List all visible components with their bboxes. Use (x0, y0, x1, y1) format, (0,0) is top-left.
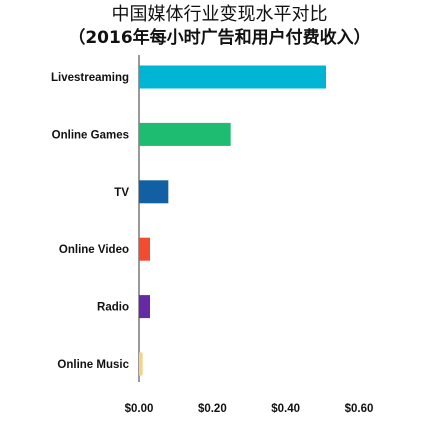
bar-tv (139, 180, 169, 204)
category-labels: Livestreaming Online Games TV Online Video R… (51, 72, 130, 371)
bar-livestreaming (139, 65, 326, 89)
category-label-tv: TV (114, 187, 129, 199)
category-label-online-games: Online Games (52, 129, 129, 141)
x-tick-labels: $0.00 $0.20 $0.40 $0.60 (125, 403, 374, 415)
x-tick-label: $0.00 (125, 403, 154, 415)
category-label-radio: Radio (97, 302, 129, 314)
x-tick-label: $0.60 (345, 403, 374, 415)
chart-title: 中国媒体行业变现水平对比 (111, 4, 328, 25)
x-tick-label: $0.40 (271, 403, 300, 415)
category-label-online-video: Online Video (59, 244, 129, 256)
chart-subtitle: （2016年每小时广告和用户付费收入） (68, 28, 371, 48)
category-label-livestreaming: Livestreaming (51, 72, 129, 84)
category-label-online-music: Online Music (57, 359, 129, 371)
bar-online-video (139, 237, 150, 261)
bars-group (139, 65, 326, 376)
bar-online-games (139, 122, 231, 146)
bar-online-music (139, 352, 143, 376)
bar-radio (139, 295, 150, 319)
x-tick-label: $0.20 (198, 403, 227, 415)
